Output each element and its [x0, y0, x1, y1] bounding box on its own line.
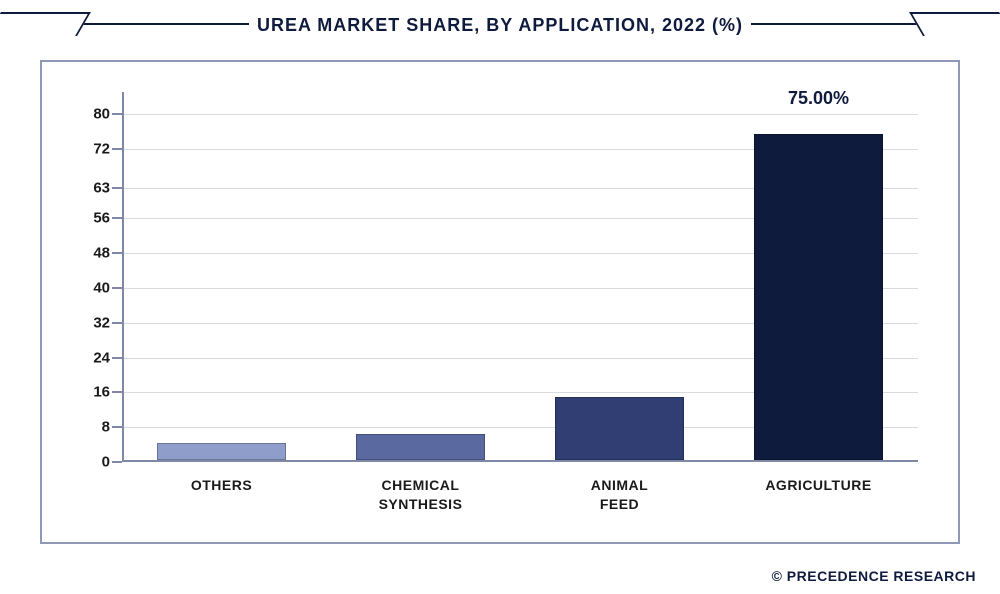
y-tick — [112, 113, 122, 115]
bar-slot: 75.00%AGRICULTURE — [731, 92, 906, 462]
y-tick-label: 32 — [70, 314, 110, 331]
bar-slot: CHEMICALSYNTHESIS — [333, 92, 508, 462]
y-tick-label: 16 — [70, 384, 110, 401]
y-tick — [112, 357, 122, 359]
chart-frame: 0 8 16 24 32 40 48 56 63 72 80 OTHERSCHEMICALSYNTH… — [40, 60, 960, 544]
y-tick — [112, 322, 122, 324]
y-tick — [112, 148, 122, 150]
x-category-label: AGRICULTURE — [696, 476, 941, 495]
bar — [157, 443, 287, 460]
title-notch-right — [909, 12, 1000, 36]
y-tick — [112, 391, 122, 393]
bar-slot: OTHERS — [134, 92, 309, 462]
y-tick-label: 40 — [70, 279, 110, 296]
y-tick — [112, 426, 122, 428]
bar — [754, 134, 884, 460]
title-bar: UREA MARKET SHARE, BY APPLICATION, 2022 … — [0, 0, 1000, 50]
y-tick — [112, 252, 122, 254]
bars-container: OTHERSCHEMICALSYNTHESISANIMALFEED75.00%A… — [122, 92, 918, 462]
y-tick-label: 63 — [70, 179, 110, 196]
plot-area: 08162432404856637280 OTHERSCHEMICALSYNTH… — [122, 92, 918, 462]
title-notch-left — [0, 12, 91, 36]
y-tick-label: 24 — [70, 349, 110, 366]
y-tick — [112, 187, 122, 189]
y-tick-label: 0 — [70, 454, 110, 471]
y-tick-label: 56 — [70, 210, 110, 227]
y-tick-label: 48 — [70, 245, 110, 262]
y-tick — [112, 217, 122, 219]
y-tick-label: 72 — [70, 140, 110, 157]
y-tick-label: 8 — [70, 419, 110, 436]
bar — [555, 397, 685, 460]
bar-slot: ANIMALFEED — [532, 92, 707, 462]
y-tick — [112, 461, 122, 463]
bar-value-label: 75.00% — [788, 88, 849, 109]
attribution: © PRECEDENCE RESEARCH — [772, 568, 976, 584]
y-tick — [112, 287, 122, 289]
y-tick-label: 80 — [70, 105, 110, 122]
bar — [356, 434, 486, 460]
chart-title: UREA MARKET SHARE, BY APPLICATION, 2022 … — [249, 15, 751, 36]
